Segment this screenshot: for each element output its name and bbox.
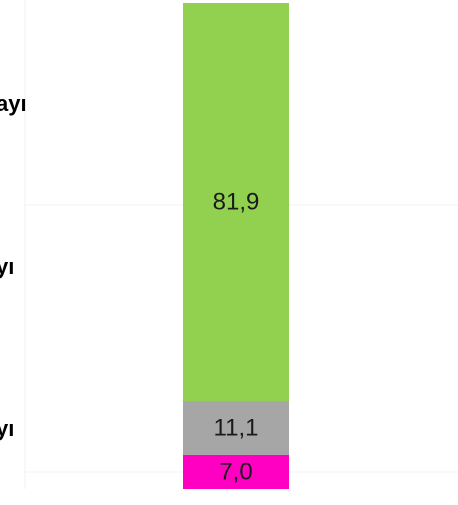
row-label: yı — [0, 254, 14, 279]
data-label: 11,1 — [214, 414, 259, 441]
row-label: yı — [0, 416, 14, 441]
bar-segment — [183, 401, 289, 455]
row-label: ayı — [0, 91, 27, 116]
data-label: 7,0 — [219, 458, 252, 485]
bar-segment — [183, 3, 289, 402]
bar-segment — [183, 454, 289, 489]
data-label: 81,9 — [213, 188, 260, 215]
